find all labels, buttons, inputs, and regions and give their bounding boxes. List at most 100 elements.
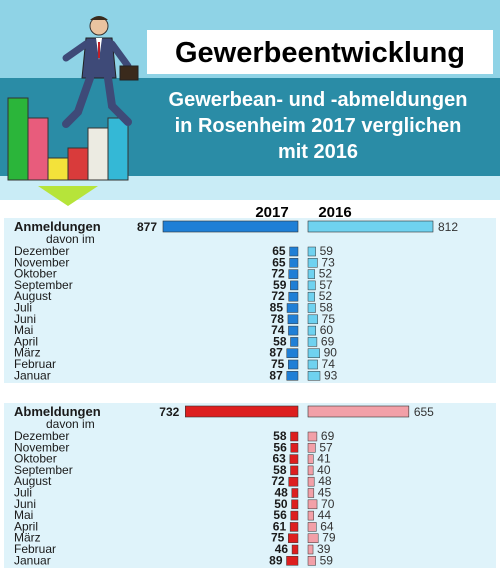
anmeldungen-value-2017: 65 bbox=[272, 255, 286, 269]
abmeldungen-bar-2016 bbox=[307, 431, 318, 442]
abmeldungen-bar-2017 bbox=[290, 510, 299, 521]
anmeldungen-bar-2016 bbox=[307, 303, 316, 313]
anmeldungen-sub-label: davon im bbox=[46, 232, 95, 246]
abmeldungen-bar-2017 bbox=[288, 533, 299, 543]
anmeldungen-bar-2017 bbox=[286, 303, 299, 313]
abmeldungen-total-label: Abmeldungen bbox=[14, 404, 101, 419]
abmeldungen-bar-2016 bbox=[307, 499, 318, 510]
anmeldungen-month-label: Juli bbox=[14, 301, 32, 315]
abmeldungen-value-2017: 89 bbox=[269, 553, 283, 567]
abmeldungen-value-2016: 48 bbox=[318, 474, 332, 488]
abmeldungen-month-label: November bbox=[14, 440, 69, 454]
anmeldungen-value-2017: 65 bbox=[272, 244, 286, 258]
anmeldungen-value-2017: 75 bbox=[271, 357, 285, 371]
abmeldungen-bar-2016 bbox=[307, 443, 316, 453]
anmeldungen-bar-2017 bbox=[288, 269, 299, 279]
abmeldungen-value-2017: 58 bbox=[273, 429, 287, 443]
anmeldungen-value-2017: 78 bbox=[271, 312, 285, 326]
anmeldungen-bar-2017 bbox=[290, 280, 299, 291]
anmeldungen-bar-2016 bbox=[307, 325, 316, 336]
abmeldungen-bar-2017 bbox=[289, 454, 299, 464]
anmeldungen-month-label: Dezember bbox=[14, 244, 69, 258]
abmeldungen-bar-2016 bbox=[307, 556, 316, 566]
abmeldungen-value-2016: 41 bbox=[317, 452, 331, 466]
anmeldungen-value-2016: 60 bbox=[320, 323, 334, 337]
abmeldungen-month-label: September bbox=[14, 463, 73, 477]
abmeldungen-bar-2016 bbox=[307, 454, 314, 464]
anmeldungen-bar-2016 bbox=[307, 314, 318, 325]
anmeldungen-value-2016: 57 bbox=[319, 278, 333, 292]
anmeldungen-bar-2017 bbox=[289, 258, 299, 268]
abmeldungen-bar-2016 bbox=[307, 510, 314, 521]
anmeldungen-bar-2016 bbox=[307, 371, 321, 381]
anmeldungen-bar-2017 bbox=[288, 325, 299, 336]
abmeldungen-value-2017: 56 bbox=[273, 508, 287, 522]
anmeldungen-value-2017: 87 bbox=[269, 346, 283, 360]
abmeldungen-bar-2017 bbox=[290, 431, 299, 442]
abmeldungen-value-2017: 46 bbox=[275, 542, 289, 556]
anmeldungen-value-2016: 69 bbox=[321, 334, 335, 348]
abmeldungen-month-label: Juni bbox=[14, 497, 36, 511]
pointer-arrow bbox=[38, 186, 98, 206]
anmeldungen-bar-2017 bbox=[289, 246, 299, 257]
anmeldungen-total-bar-2016 bbox=[307, 220, 434, 233]
anmeldungen-bar-2016 bbox=[307, 359, 318, 370]
anmeldungen-value-2016: 52 bbox=[319, 267, 333, 281]
subtitle-line-1: Gewerbean- und -abmeldungen bbox=[169, 89, 468, 111]
abmeldungen-value-2017: 61 bbox=[273, 519, 287, 533]
abmeldungen-total-bar-2017 bbox=[185, 405, 299, 418]
anmeldungen-month-label: September bbox=[14, 278, 73, 292]
abmeldungen-value-2016: 45 bbox=[318, 486, 332, 500]
decorative-bar-graphic-icon bbox=[7, 97, 129, 181]
abmeldungen-value-2016: 64 bbox=[320, 519, 334, 533]
anmeldungen-month-label: Oktober bbox=[14, 267, 57, 281]
abmeldungen-month-label: Dezember bbox=[14, 429, 69, 443]
abmeldungen-sub-label: davon im bbox=[46, 417, 95, 431]
abmeldungen-panel bbox=[4, 403, 496, 568]
anmeldungen-value-2017: 87 bbox=[269, 368, 283, 382]
abmeldungen-month-label: Februar bbox=[14, 542, 56, 556]
anmeldungen-bar-2016 bbox=[307, 348, 320, 358]
anmeldungen-month-label: März bbox=[14, 346, 41, 360]
anmeldungen-value-2017: 58 bbox=[273, 334, 287, 348]
abmeldungen-bar-2017 bbox=[289, 522, 299, 532]
anmeldungen-value-2016: 90 bbox=[324, 346, 338, 360]
abmeldungen-value-2016: 79 bbox=[322, 531, 336, 545]
abmeldungen-value-2017: 56 bbox=[273, 440, 287, 454]
anmeldungen-bar-2016 bbox=[307, 280, 316, 291]
abmeldungen-value-2016: 44 bbox=[318, 508, 332, 522]
businessman-icon bbox=[62, 16, 139, 128]
anmeldungen-month-label: August bbox=[14, 289, 52, 303]
anmeldungen-value-2017: 59 bbox=[273, 278, 287, 292]
abmeldungen-bar-2016 bbox=[307, 488, 315, 498]
abmeldungen-total-bar-2016 bbox=[307, 405, 410, 418]
anmeldungen-value-2016: 59 bbox=[320, 244, 334, 258]
abmeldungen-bar-2017 bbox=[291, 544, 299, 555]
abmeldungen-bar-2016 bbox=[307, 544, 314, 555]
abmeldungen-month-label: Oktober bbox=[14, 452, 57, 466]
anmeldungen-bar-2017 bbox=[290, 337, 299, 347]
anmeldungen-value-2016: 74 bbox=[322, 357, 336, 371]
anmeldungen-bar-2017 bbox=[288, 291, 299, 302]
anmeldungen-total-label: Anmeldungen bbox=[14, 219, 101, 234]
anmeldungen-value-2017: 85 bbox=[270, 301, 284, 315]
abmeldungen-value-2016: 57 bbox=[319, 440, 333, 454]
abmeldungen-value-2016: 40 bbox=[317, 463, 331, 477]
page-title: Gewerbeentwicklung bbox=[175, 37, 465, 69]
abmeldungen-bar-2017 bbox=[291, 499, 299, 510]
anmeldungen-value-2017: 72 bbox=[271, 267, 285, 281]
abmeldungen-bar-2016 bbox=[307, 476, 315, 487]
anmeldungen-value-2016: 73 bbox=[321, 255, 335, 269]
abmeldungen-month-label: März bbox=[14, 531, 41, 545]
subtitle-line-2: in Rosenheim 2017 verglichen bbox=[175, 115, 462, 137]
abmeldungen-value-2017: 72 bbox=[271, 474, 285, 488]
abmeldungen-bar-2016 bbox=[307, 522, 317, 532]
anmeldungen-bar-2016 bbox=[307, 337, 318, 347]
abmeldungen-bar-2017 bbox=[286, 556, 299, 566]
abmeldungen-bar-2017 bbox=[288, 476, 299, 487]
anmeldungen-bar-2017 bbox=[286, 371, 299, 381]
abmeldungen-value-2017: 48 bbox=[274, 486, 288, 500]
